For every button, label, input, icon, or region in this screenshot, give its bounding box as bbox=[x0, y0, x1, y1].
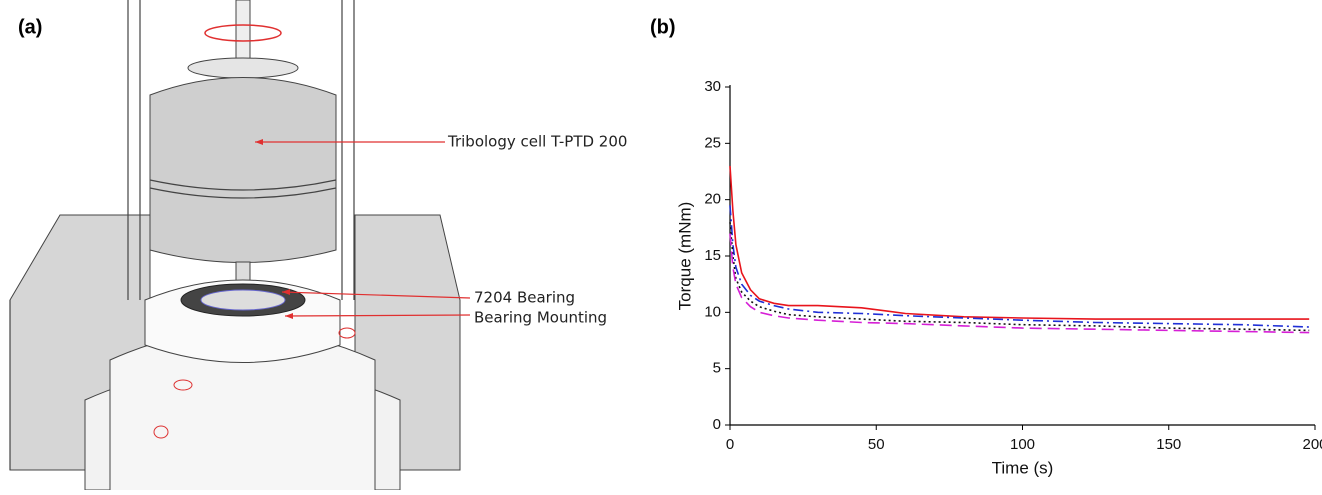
series-line bbox=[729, 233, 1310, 334]
annotation: Bearing Mounting bbox=[474, 309, 607, 327]
y-tick-label: 5 bbox=[713, 360, 721, 377]
x-tick-label: 100 bbox=[1010, 436, 1035, 453]
y-tick-label: 25 bbox=[704, 134, 721, 151]
apparatus-drawing bbox=[9, 0, 471, 491]
y-tick-label: 0 bbox=[713, 416, 721, 433]
y-tick-label: 30 bbox=[704, 78, 721, 95]
series-line bbox=[729, 205, 1310, 328]
x-axis-title: Time (s) bbox=[992, 458, 1054, 477]
panel-label: (b) bbox=[650, 16, 676, 38]
x-tick-label: 150 bbox=[1156, 436, 1181, 453]
series-line bbox=[729, 222, 1310, 332]
panel-label: (a) bbox=[18, 16, 42, 38]
series-line bbox=[729, 165, 1310, 320]
y-tick-label: 15 bbox=[704, 247, 721, 264]
x-tick-label: 50 bbox=[868, 436, 885, 453]
y-tick-label: 20 bbox=[704, 191, 721, 208]
y-tick-label: 10 bbox=[704, 303, 721, 320]
x-tick-label: 0 bbox=[726, 436, 734, 453]
x-tick-label: 200 bbox=[1302, 436, 1322, 453]
annotation: Tribology cell T-PTD 200 bbox=[447, 133, 627, 151]
y-axis-title: Torque (mNm) bbox=[675, 202, 694, 311]
annotation: 7204 Bearing bbox=[474, 289, 575, 307]
